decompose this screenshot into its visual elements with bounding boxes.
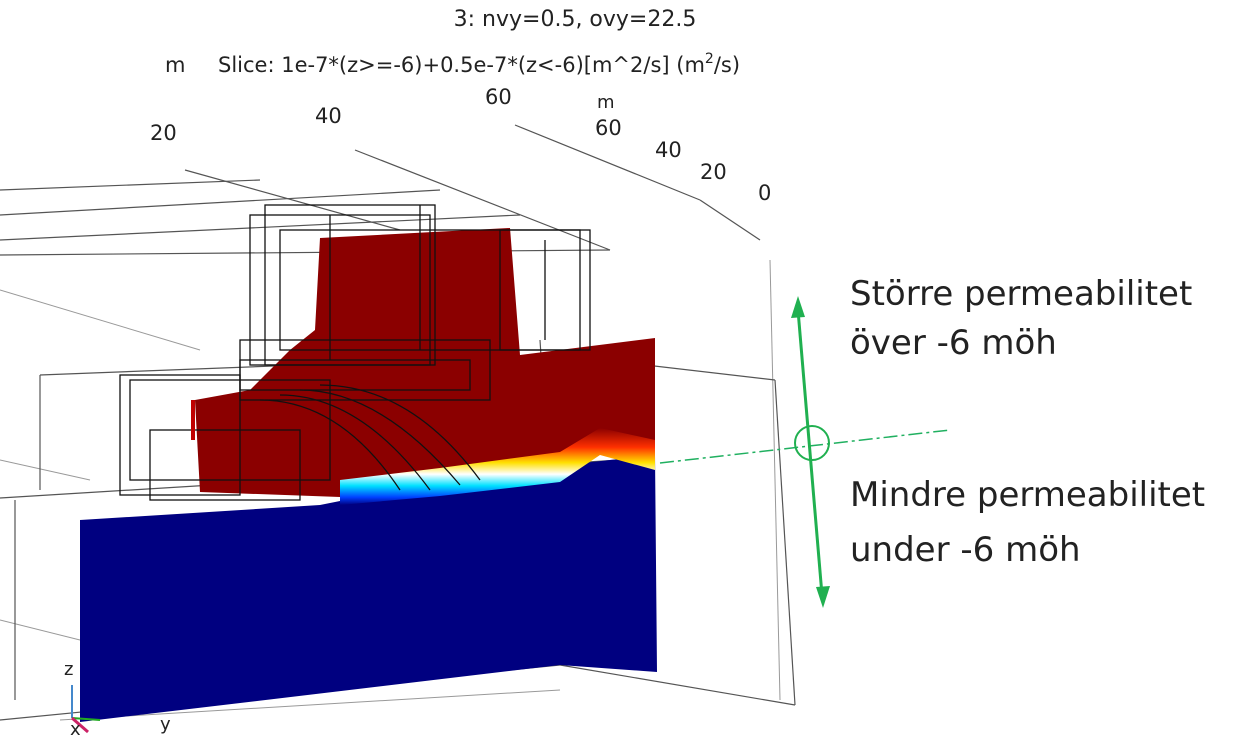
- axis-tick-label: 20: [150, 121, 177, 145]
- slice-text: Slice: 1e-7*(z>=-6)+0.5e-7*(z<-6)[m^2/s]…: [218, 53, 705, 77]
- arrow-head-up: [791, 296, 805, 318]
- triad-label: z: [64, 659, 73, 680]
- axis-unit-label: m: [597, 92, 615, 113]
- plot-title: 3: nvy=0.5, ovy=22.5: [454, 7, 697, 32]
- screenshot: z x y 3: nvy=0.5, ovy=22.5 m Slice: 1e-7…: [0, 0, 1260, 738]
- triad-label: y: [160, 714, 171, 735]
- triad-label: x: [70, 719, 81, 738]
- slice-sup: 2: [705, 51, 714, 67]
- axis-tick-label: 40: [655, 138, 682, 162]
- arrow-head-down: [816, 586, 830, 608]
- axis-tick-label: 0: [758, 181, 771, 205]
- annotation: Större permeabilitet: [850, 274, 1192, 314]
- axis-tick-label: 60: [595, 116, 622, 140]
- axis-tick-label: 40: [315, 104, 342, 128]
- unit-label: m: [165, 53, 185, 77]
- slice-end: /s): [714, 53, 740, 77]
- annotation: över -6 möh: [850, 323, 1057, 363]
- axis-tick-label: 20: [700, 160, 727, 184]
- axis-tick-label: 60: [485, 85, 512, 109]
- annotation: under -6 möh: [850, 530, 1081, 570]
- page: {"header":{"line1":"3: nvy=0.5, ovy=22.5…: [0, 0, 1260, 738]
- annotation: Mindre permeabilitet: [850, 475, 1205, 515]
- marker-circle: [795, 426, 829, 460]
- arrow-shaft: [798, 310, 822, 595]
- slice-title: Slice: 1e-7*(z>=-6)+0.5e-7*(z<-6)[m^2/s]…: [218, 51, 740, 77]
